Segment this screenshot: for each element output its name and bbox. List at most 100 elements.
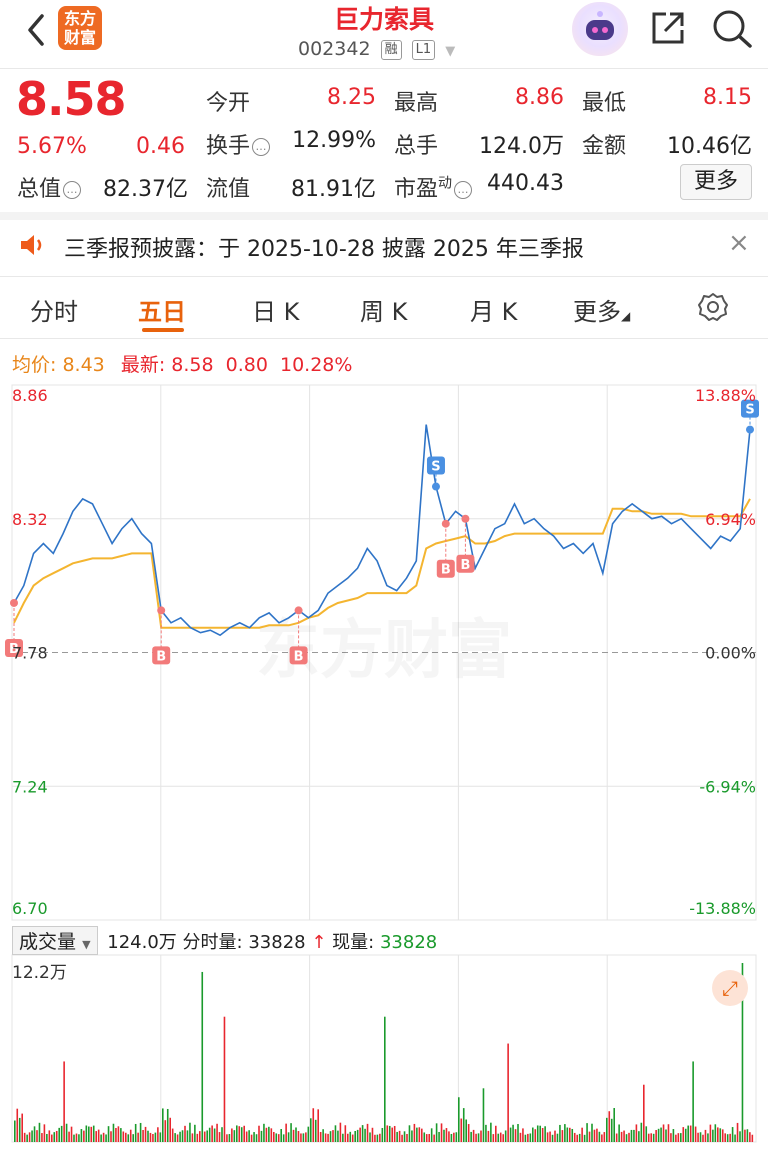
- change-amount: 0.46: [136, 134, 185, 159]
- volume-bar: [396, 1131, 398, 1142]
- volume-bar: [307, 1126, 310, 1142]
- tab-five-day[interactable]: 五日: [138, 298, 186, 326]
- volume-bar: [102, 1132, 105, 1142]
- volume-bar: [450, 1133, 453, 1142]
- volume-bar: [164, 1120, 167, 1142]
- volume-bar: [329, 1131, 332, 1142]
- volume-bar: [233, 1130, 236, 1142]
- volume-bar: [351, 1134, 354, 1142]
- volume-bar: [18, 1117, 21, 1142]
- volume-bar: [485, 1124, 487, 1142]
- volume-bar: [440, 1123, 443, 1142]
- high-value: 8.86: [515, 85, 564, 110]
- robot-avatar-icon[interactable]: [572, 2, 628, 56]
- volume-bar: [199, 1131, 201, 1142]
- volume-bar: [544, 1126, 546, 1142]
- stock-code-row[interactable]: 002342 融 L1 ▼: [298, 38, 455, 60]
- level-tag: L1: [411, 39, 436, 60]
- info-icon[interactable]: …: [252, 138, 271, 156]
- volume-bar: [265, 1127, 268, 1142]
- trade-badge-label: B: [460, 558, 470, 573]
- y-tick-right: -13.88%: [689, 899, 756, 918]
- volume-bar: [258, 1125, 260, 1142]
- volume-bar: [58, 1127, 60, 1142]
- volume-bar: [211, 1125, 213, 1142]
- volume-bar: [147, 1130, 149, 1142]
- trade-badge: [152, 646, 171, 665]
- volume-bar: [171, 1128, 174, 1142]
- volume-bar: [571, 1128, 574, 1142]
- volume-bar: [169, 1117, 171, 1142]
- volume-bar: [502, 1134, 504, 1142]
- volume-bar: [75, 1133, 78, 1142]
- tab-daily-k[interactable]: 日 K: [252, 298, 300, 326]
- volume-bar: [714, 1124, 717, 1142]
- volume-bar: [746, 1129, 749, 1142]
- volume-bar: [305, 1132, 307, 1142]
- volume-bar: [48, 1130, 51, 1142]
- share-icon[interactable]: [648, 8, 688, 48]
- volume-bar: [132, 1134, 134, 1142]
- more-info-button[interactable]: 更多: [680, 164, 752, 200]
- change-percent: 5.67%: [17, 134, 87, 159]
- volume-bar: [578, 1133, 581, 1142]
- close-icon[interactable]: ×: [728, 228, 750, 258]
- volume-bar: [625, 1134, 628, 1142]
- volume-bar: [347, 1133, 349, 1142]
- notice-text[interactable]: 三季报预披露：于 2025-10-28 披露 2025 年三季报: [64, 237, 584, 262]
- volume-bar: [33, 1126, 36, 1142]
- volume-bar: [41, 1133, 43, 1142]
- tab-intraday[interactable]: 分时: [30, 298, 78, 326]
- volume-bar: [667, 1124, 670, 1142]
- tab-monthly-k[interactable]: 月 K: [470, 298, 518, 326]
- volume-bar: [361, 1125, 364, 1142]
- volume-bar: [421, 1128, 423, 1142]
- search-icon[interactable]: [710, 8, 754, 48]
- trade-badge: [289, 646, 308, 665]
- volume-bar: [176, 1134, 179, 1142]
- volume-bar: [682, 1127, 685, 1142]
- info-icon[interactable]: …: [454, 181, 473, 199]
- volume-bar: [250, 1134, 253, 1142]
- volume-bar: [88, 1126, 90, 1142]
- volume-bar: [374, 1134, 376, 1142]
- volume-bar: [684, 1128, 687, 1142]
- volume-bar: [191, 1133, 194, 1142]
- tab-more[interactable]: 更多◢: [573, 298, 631, 326]
- volume-bar: [635, 1124, 638, 1142]
- volume-bar: [591, 1123, 593, 1142]
- volume-bar: [593, 1129, 596, 1142]
- volume-bar: [657, 1128, 660, 1142]
- volume-bar: [324, 1133, 327, 1142]
- volume-bar: [154, 1132, 157, 1142]
- y-tick-right: 0.00%: [705, 644, 756, 663]
- volume-bar: [435, 1123, 438, 1142]
- stock-name: 巨力索具: [333, 5, 434, 34]
- volume-bar: [240, 1127, 243, 1142]
- volume-bar: [179, 1131, 181, 1142]
- volume-bar: [53, 1132, 56, 1142]
- trade-badge-label: S: [745, 403, 754, 418]
- back-chevron-icon[interactable]: [18, 10, 54, 50]
- volume-bar: [689, 1125, 692, 1142]
- volume-value: 124.0万: [479, 134, 564, 159]
- tab-weekly-k[interactable]: 周 K: [360, 298, 408, 326]
- expand-icon[interactable]: ⤢: [712, 970, 748, 1006]
- volume-bar: [554, 1130, 556, 1142]
- volume-bar: [277, 1134, 280, 1142]
- volume-bar: [495, 1125, 497, 1142]
- volume-bar: [285, 1123, 287, 1142]
- volume-bar: [492, 1134, 495, 1142]
- five-day-chart[interactable]: 东方财富 B B BSB BS 8.86 13.88%8.32 6.94%7.78 0.00…: [0, 380, 768, 1153]
- volume-bar: [112, 1123, 115, 1142]
- volume-bar: [680, 1133, 682, 1142]
- volume-bar: [51, 1134, 53, 1142]
- volume-indicator-dropdown[interactable]: 成交量 ▼: [12, 926, 98, 955]
- settings-gear-icon[interactable]: [698, 292, 728, 322]
- low-value: 8.15: [703, 85, 752, 110]
- volume-bar: [638, 1131, 640, 1142]
- volume-bar: [149, 1132, 152, 1142]
- info-icon[interactable]: …: [63, 181, 82, 199]
- volume-bar: [613, 1108, 615, 1142]
- volume-bar: [332, 1130, 334, 1142]
